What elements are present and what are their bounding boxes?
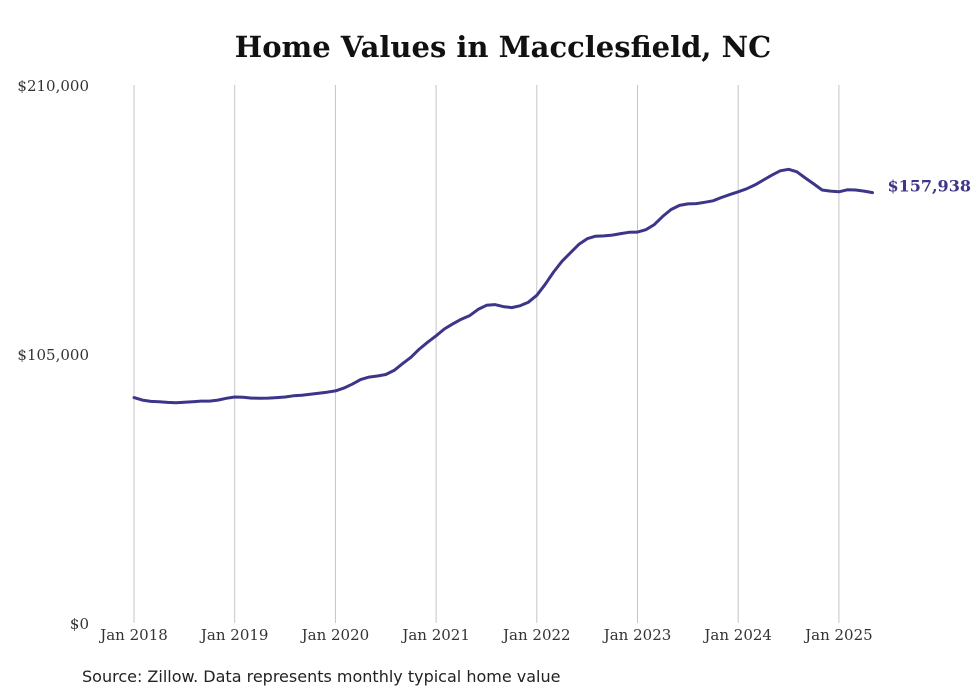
x-axis: Jan 2018 Jan 2019 Jan 2020 Jan 2021 Jan 2022… xyxy=(98,626,872,644)
x-tick-label-2: Jan 2020 xyxy=(300,626,370,644)
x-tick-label-0: Jan 2018 xyxy=(98,626,168,644)
gridlines xyxy=(133,85,840,623)
x-tick-label-5: Jan 2023 xyxy=(602,626,672,644)
source-note: Source: Zillow. Data represents monthly … xyxy=(82,667,561,686)
y-tick-label-2: $210,000 xyxy=(17,77,89,95)
chart-title: Home Values in Macclesfield, NC xyxy=(234,30,772,64)
y-tick-label-1: $105,000 xyxy=(17,346,89,364)
x-tick-label-7: Jan 2025 xyxy=(803,626,873,644)
y-axis: $0 $105,000 $210,000 xyxy=(17,77,89,633)
series-line-0 xyxy=(132,167,874,405)
y-tick-label-0: $0 xyxy=(70,615,89,633)
end-value-label: $157,938 xyxy=(887,177,971,196)
x-tick-label-3: Jan 2021 xyxy=(400,626,470,644)
x-tick-label-4: Jan 2022 xyxy=(501,626,571,644)
end-label-layer: $157,938 xyxy=(887,177,971,196)
series-layer xyxy=(132,167,874,405)
x-tick-label-6: Jan 2024 xyxy=(702,626,772,644)
x-tick-label-1: Jan 2019 xyxy=(199,626,269,644)
